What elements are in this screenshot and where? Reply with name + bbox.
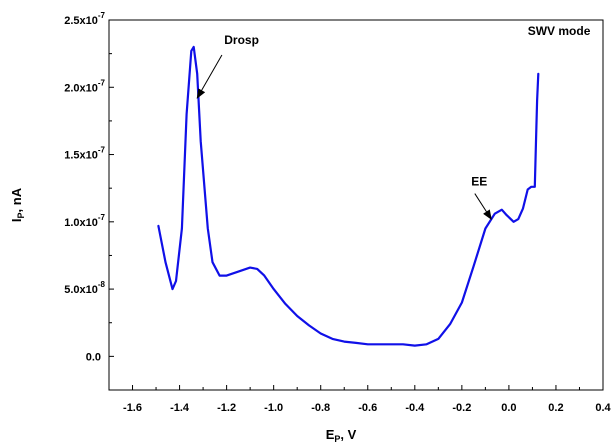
x-tick-label: -0.4 — [405, 402, 425, 414]
y-tick-label: 1.5x10-7 — [64, 146, 105, 162]
y-tick-label: 2.5x10-7 — [64, 11, 105, 27]
x-tick-label: -1.0 — [264, 402, 283, 414]
x-axis-title-rest: , V — [340, 427, 356, 442]
y-tick-label-base: 5.0x10 — [64, 284, 98, 296]
x-tick-label: -0.8 — [311, 402, 330, 414]
y-tick-label: 1.0x10-7 — [64, 213, 105, 229]
x-tick-label: 0.4 — [595, 402, 611, 414]
y-tick-label: 2.0x10-7 — [64, 78, 105, 94]
y-axis-title-sub: P — [16, 212, 26, 218]
plot-frame — [108, 19, 604, 391]
annotation-arrow-ee — [474, 193, 492, 220]
y-tick-label-base: 2.5x10 — [64, 15, 98, 27]
x-tick-label: 0.0 — [501, 402, 516, 414]
x-axis-title: EP, V — [326, 427, 357, 444]
y-tick-label-base: 0.0 — [86, 351, 101, 363]
x-tick-label: -0.6 — [358, 402, 377, 414]
x-tick-label: 0.2 — [548, 402, 563, 414]
y-tick-label-exponent: -7 — [98, 146, 106, 155]
x-tick-label: -1.6 — [123, 402, 142, 414]
x-axis-title-sub: P — [334, 434, 340, 444]
plot-area — [157, 45, 540, 347]
y-tick-label-base: 1.5x10 — [64, 150, 98, 162]
y-tick-label-exponent: -8 — [98, 280, 106, 289]
x-tick-label: -1.4 — [170, 402, 190, 414]
series-line — [157, 45, 540, 347]
y-axis-title: IP, nA — [9, 187, 26, 222]
axis-ticks: -1.6 -1.4 -1.2 -1.0 -0.8 -0.6 -0.4 -0.2 0.0 0.2 0.… — [64, 11, 611, 414]
x-tick-label: -0.2 — [452, 402, 471, 414]
y-axis-title-main: I — [9, 218, 24, 222]
y-axis-title-rest: , nA — [9, 187, 24, 212]
annotations: Drosp EE SWV mode — [196, 24, 591, 220]
x-axis-title-main: E — [326, 427, 335, 442]
y-tick-label-base: 1.0x10 — [64, 217, 98, 229]
y-tick-label: 0.0 — [86, 351, 101, 363]
x-tick-label: -1.2 — [217, 402, 236, 414]
annotation-drosp: Drosp — [224, 33, 259, 47]
y-tick-label-exponent: -7 — [98, 11, 106, 20]
y-tick-label-base: 2.0x10 — [64, 82, 98, 94]
annotation-swv-mode: SWV mode — [528, 24, 591, 38]
y-tick-label-exponent: -7 — [98, 213, 106, 222]
annotation-arrow-drosp — [196, 54, 223, 99]
annotation-ee: EE — [471, 174, 487, 188]
y-tick-label: 5.0x10-8 — [64, 280, 105, 296]
y-tick-label-exponent: -7 — [98, 78, 106, 87]
